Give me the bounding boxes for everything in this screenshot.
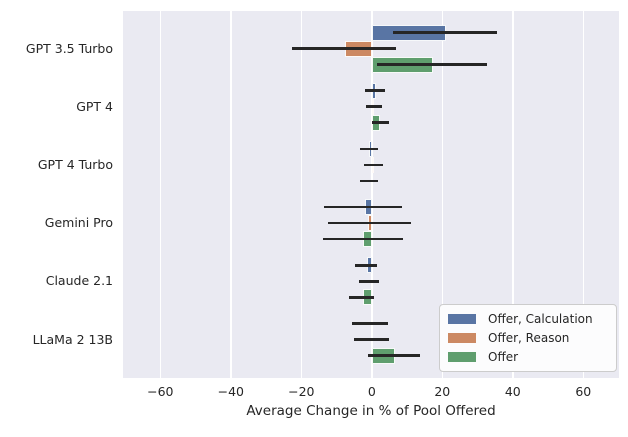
error-bar (360, 147, 379, 151)
y-tick-label: GPT 3.5 Turbo (25, 40, 113, 56)
error-bar (348, 295, 375, 299)
error-bar (355, 263, 377, 267)
error-bar (353, 338, 390, 341)
x-axis-label: Average Change in % of Pool Offered (246, 403, 496, 419)
plot-area (123, 11, 619, 378)
legend-swatch-offer (448, 351, 476, 362)
y-tick-label: LLaMa 2 13B (32, 331, 113, 347)
gridline (441, 11, 444, 378)
legend-swatch-offer-reason (448, 332, 476, 343)
x-tick-label: 40 (504, 384, 521, 399)
error-bar (376, 63, 488, 66)
legend-label-offer-calculation: Offer, Calculation (488, 312, 593, 327)
x-tick-label: 60 (575, 384, 592, 399)
y-tick-label: GPT 4 Turbo (37, 156, 113, 172)
gridline (230, 11, 232, 378)
x-tick-label: −40 (217, 384, 244, 399)
error-bar (392, 31, 497, 34)
y-tick-label: Claude 2.1 (45, 273, 113, 289)
x-tick-label: 0 (367, 384, 376, 399)
gridline (300, 11, 303, 378)
legend-label-offer: Offer (488, 349, 519, 364)
error-bar (323, 237, 404, 241)
gridline (512, 11, 514, 378)
legend: Offer, Calculation Offer, Reason Offer (439, 304, 617, 372)
legend-item-offer-calculation: Offer, Calculation (448, 312, 608, 326)
error-bar (360, 179, 378, 183)
y-tick-label: GPT 4 (76, 98, 113, 114)
error-bar (359, 279, 380, 283)
error-bar (364, 89, 385, 93)
error-bar (365, 105, 383, 109)
x-tick-label: 20 (434, 384, 451, 399)
gridline (371, 11, 373, 378)
x-tick-label: −20 (288, 384, 315, 399)
y-tick-label: Gemini Pro (44, 215, 113, 231)
error-bar (352, 322, 388, 325)
legend-label-offer-reason: Offer, Reason (488, 330, 570, 345)
x-tick-label: −60 (147, 384, 174, 399)
legend-item-offer: Offer (448, 350, 608, 364)
error-bar (291, 47, 397, 50)
error-bar (367, 354, 421, 357)
legend-item-offer-reason: Offer, Reason (448, 331, 608, 345)
error-bar (372, 121, 390, 125)
gridline (159, 11, 162, 378)
legend-swatch-offer-calculation (448, 314, 476, 325)
error-bar (324, 205, 403, 209)
error-bar (364, 163, 383, 167)
error-bar (328, 221, 411, 225)
gridline (582, 11, 585, 378)
